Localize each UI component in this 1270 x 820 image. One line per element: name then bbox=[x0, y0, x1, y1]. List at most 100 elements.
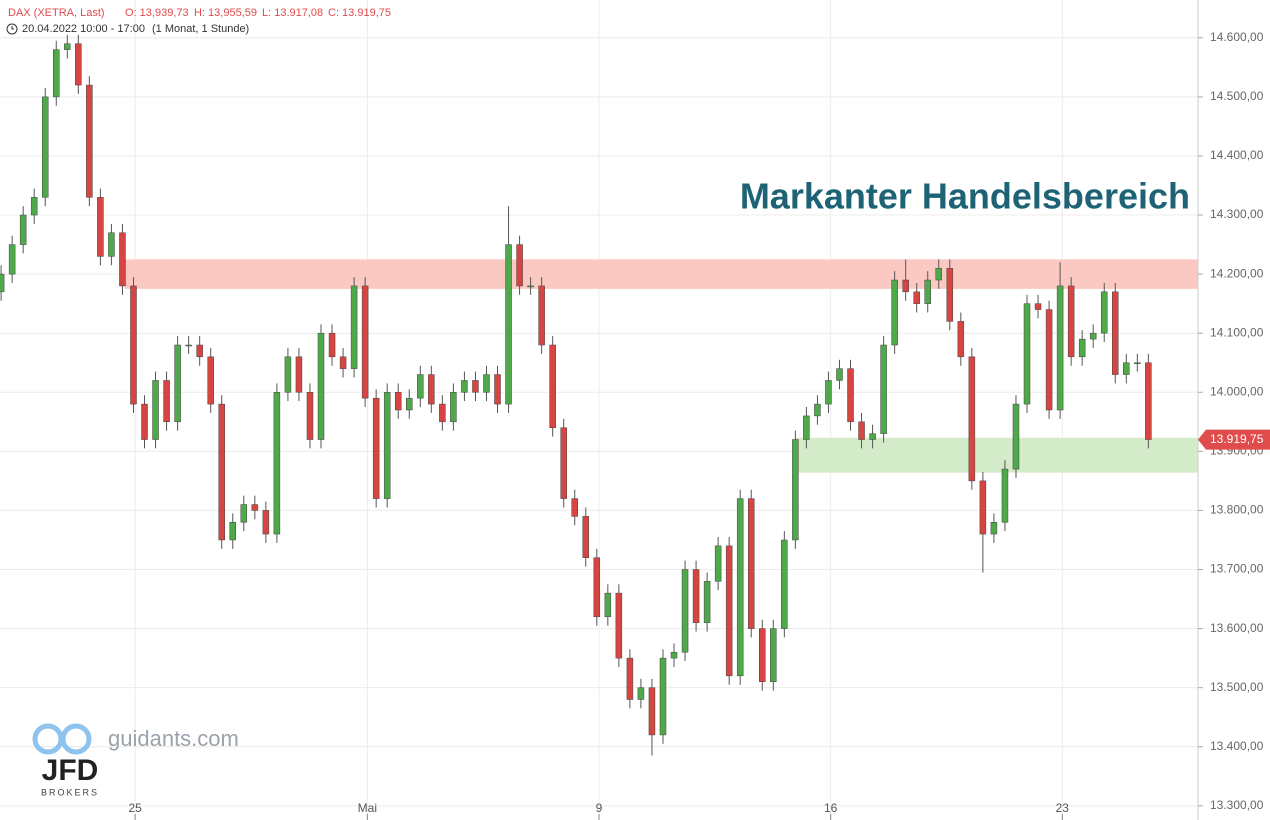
logo-ring bbox=[32, 723, 64, 755]
zone bbox=[124, 259, 1198, 289]
candle-body bbox=[295, 356, 303, 393]
candle-body bbox=[141, 403, 148, 440]
candle-body bbox=[152, 380, 159, 440]
candle-body bbox=[8, 244, 16, 275]
y-tick-label: 13.500,00 bbox=[1210, 680, 1264, 694]
y-tick-label: 14.400,00 bbox=[1210, 148, 1264, 162]
candle-body bbox=[1056, 285, 1064, 411]
candle-body bbox=[218, 403, 225, 541]
logo: guidants.com JFD BROKERS bbox=[32, 723, 239, 797]
candle-body bbox=[527, 285, 534, 288]
candle-body bbox=[803, 415, 810, 440]
candle-body bbox=[593, 557, 601, 618]
candle-body bbox=[494, 374, 501, 405]
x-tick-label: 16 bbox=[824, 801, 838, 815]
candle-body bbox=[372, 397, 380, 499]
y-tick-label: 14.500,00 bbox=[1210, 89, 1264, 103]
candle-body bbox=[681, 569, 689, 653]
candle-body bbox=[240, 504, 248, 523]
date-range: 20.04.2022 10:00 - 17:00 bbox=[22, 23, 145, 35]
candles-layer bbox=[0, 34, 1152, 756]
candle-body bbox=[615, 592, 623, 659]
candle-body bbox=[913, 291, 920, 304]
candle-body bbox=[0, 273, 5, 293]
candle-body bbox=[692, 569, 700, 623]
candle-body bbox=[461, 380, 468, 393]
candle-body bbox=[1034, 303, 1042, 310]
y-tick-label: 13.700,00 bbox=[1210, 562, 1264, 576]
candle-body bbox=[891, 279, 898, 346]
background-layer bbox=[0, 0, 1198, 820]
candle-body bbox=[990, 521, 998, 535]
y-tick-label: 13.600,00 bbox=[1210, 621, 1264, 635]
candle-body bbox=[174, 344, 181, 423]
period: (1 Monat, 1 Stunde) bbox=[152, 23, 249, 35]
candle-body bbox=[64, 43, 71, 50]
candle-body bbox=[1145, 362, 1152, 440]
candle-body bbox=[483, 374, 490, 393]
candle-body bbox=[41, 96, 49, 198]
last-price-box bbox=[1198, 429, 1270, 450]
ohlc-high: H: 13,955,59 bbox=[194, 7, 257, 19]
candle-body bbox=[428, 374, 435, 405]
candle-body bbox=[670, 651, 678, 659]
candle-body bbox=[714, 545, 722, 582]
candle-body bbox=[781, 539, 788, 629]
candle-body bbox=[836, 368, 843, 381]
candle-body bbox=[207, 356, 214, 405]
candle-body bbox=[383, 392, 391, 499]
candle-body bbox=[229, 521, 237, 541]
candle-body bbox=[306, 392, 314, 440]
candle-body bbox=[1012, 403, 1020, 470]
clock-hand bbox=[11, 26, 14, 30]
candle-body bbox=[703, 581, 711, 623]
candle-body bbox=[439, 403, 446, 423]
candle-body bbox=[251, 504, 259, 511]
candle-body bbox=[19, 214, 27, 245]
candle-body bbox=[450, 392, 457, 423]
candle-body bbox=[792, 439, 799, 541]
candle-body bbox=[747, 498, 755, 629]
candle-body bbox=[75, 43, 82, 86]
zone bbox=[795, 437, 1198, 473]
candle-body bbox=[1123, 362, 1130, 375]
clock-icon bbox=[6, 23, 18, 35]
logo-brand: JFD bbox=[42, 754, 99, 787]
candle-body bbox=[273, 392, 281, 535]
candle-body bbox=[1134, 362, 1141, 364]
logo-site: guidants.com bbox=[108, 726, 239, 751]
candle-body bbox=[626, 657, 634, 700]
candle-body bbox=[86, 84, 93, 198]
x-tick-label: 25 bbox=[128, 801, 142, 815]
annotation: Markanter Handelsbereich bbox=[740, 176, 1190, 217]
candle-body bbox=[108, 232, 115, 257]
candle-body bbox=[957, 321, 965, 358]
candle-body bbox=[560, 427, 567, 499]
y-tick-label: 13.300,00 bbox=[1210, 798, 1264, 812]
candle-body bbox=[648, 687, 656, 736]
candle-body bbox=[1001, 468, 1009, 523]
candle-body bbox=[406, 397, 413, 411]
candle-body bbox=[30, 197, 38, 216]
candle-body bbox=[472, 380, 479, 393]
candle-body bbox=[858, 421, 865, 440]
ohlc-open: O: 13,939,73 bbox=[125, 7, 189, 19]
candle-body bbox=[538, 285, 545, 346]
candle-body bbox=[814, 403, 821, 417]
candle-body bbox=[516, 244, 523, 287]
y-tick-label: 13.800,00 bbox=[1210, 503, 1264, 517]
candle-body bbox=[119, 232, 126, 287]
candle-body bbox=[163, 380, 170, 423]
candle-body bbox=[394, 392, 402, 411]
candle-body bbox=[185, 344, 192, 347]
candle-body bbox=[736, 498, 744, 677]
candle-body bbox=[262, 510, 270, 535]
candle-body bbox=[417, 374, 424, 399]
candle-body bbox=[284, 356, 292, 393]
candle-body bbox=[1045, 309, 1053, 411]
candle-body bbox=[53, 49, 60, 98]
last-price-label: 13.919,75 bbox=[1210, 432, 1264, 446]
y-tick-label: 14.200,00 bbox=[1210, 266, 1264, 280]
candle-body bbox=[549, 344, 556, 428]
